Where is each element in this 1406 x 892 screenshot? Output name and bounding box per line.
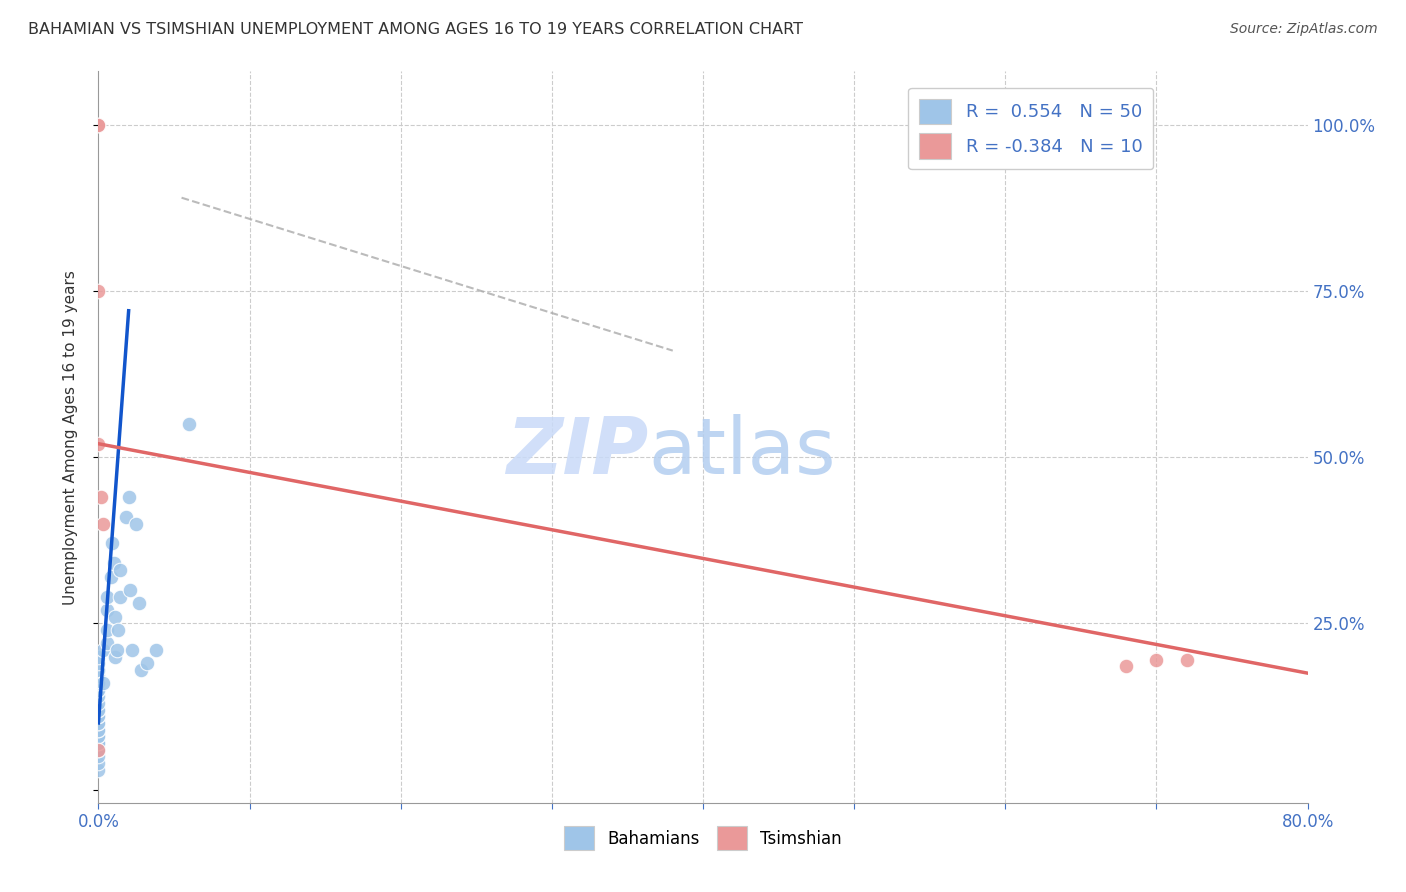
Point: [87, 663, 110, 677]
Point: [87, 656, 110, 670]
Point: [96, 636, 118, 650]
Point: [87, 756, 110, 770]
Text: Source: ZipAtlas.com: Source: ZipAtlas.com: [1230, 22, 1378, 37]
Point: [105, 643, 128, 657]
Point: [87, 729, 110, 743]
Point: [108, 563, 131, 577]
Point: [87, 682, 110, 697]
Point: [87, 118, 110, 132]
Point: [87, 649, 110, 664]
Point: [135, 656, 157, 670]
Point: [87, 723, 110, 737]
Point: [125, 516, 148, 531]
Point: [103, 557, 125, 571]
Text: atlas: atlas: [648, 414, 837, 490]
Point: [91, 643, 114, 657]
Point: [101, 536, 124, 550]
Point: [87, 709, 110, 723]
Point: [87, 723, 110, 737]
Point: [118, 490, 141, 504]
Point: [87, 729, 110, 743]
Point: [104, 609, 127, 624]
Point: [87, 716, 110, 731]
Legend: Bahamians, Tsimshian: Bahamians, Tsimshian: [558, 820, 848, 856]
Point: [128, 596, 150, 610]
Point: [179, 417, 201, 431]
Point: [91, 676, 114, 690]
Point: [96, 603, 118, 617]
Point: [87, 669, 110, 683]
Point: [87, 709, 110, 723]
Point: [100, 570, 122, 584]
Point: [87, 736, 110, 750]
Text: ZIP: ZIP: [506, 414, 648, 490]
Point: [87, 716, 110, 731]
Point: [87, 284, 110, 298]
Point: [87, 703, 110, 717]
Point: [87, 118, 110, 132]
Point: [87, 749, 110, 764]
Point: [108, 590, 131, 604]
Point: [87, 742, 110, 756]
Point: [145, 643, 167, 657]
Point: [87, 676, 110, 690]
Point: [87, 736, 110, 750]
Point: [96, 590, 118, 604]
Point: [90, 490, 112, 504]
Point: [87, 696, 110, 710]
Point: [87, 436, 110, 450]
Point: [114, 509, 136, 524]
Point: [107, 623, 129, 637]
Point: [87, 742, 110, 756]
Text: BAHAMIAN VS TSIMSHIAN UNEMPLOYMENT AMONG AGES 16 TO 19 YEARS CORRELATION CHART: BAHAMIAN VS TSIMSHIAN UNEMPLOYMENT AMONG…: [28, 22, 803, 37]
Point: [121, 643, 143, 657]
Point: [104, 649, 127, 664]
Point: [87, 703, 110, 717]
Point: [1144, 653, 1167, 667]
Point: [96, 623, 118, 637]
Point: [1115, 659, 1137, 673]
Point: [129, 663, 152, 677]
Point: [1175, 653, 1198, 667]
Y-axis label: Unemployment Among Ages 16 to 19 years: Unemployment Among Ages 16 to 19 years: [63, 269, 77, 605]
Point: [87, 690, 110, 704]
Point: [120, 582, 142, 597]
Point: [87, 763, 110, 777]
Point: [87, 682, 110, 697]
Point: [91, 516, 114, 531]
